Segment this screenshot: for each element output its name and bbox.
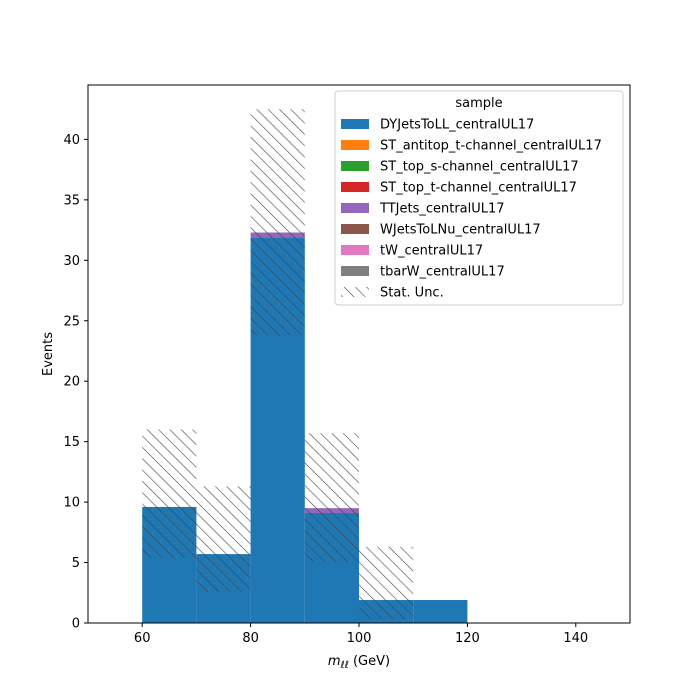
unc-band-bin3 — [304, 433, 359, 563]
y-tick-label: 10 — [63, 496, 80, 511]
legend-label: ST_antitop_t-channel_centralUL17 — [380, 139, 602, 154]
legend-swatch — [341, 224, 369, 234]
legend-label: TTJets_centralUL17 — [379, 202, 505, 217]
legend-swatch — [341, 287, 369, 297]
y-tick-label: 35 — [63, 193, 80, 208]
legend-label: Stat. Unc. — [380, 286, 444, 301]
x-tick-label: 80 — [242, 631, 259, 646]
legend-label: ST_top_t-channel_centralUL17 — [380, 181, 577, 196]
legend: sample DYJetsToLL_centralUL17 ST_antitop_… — [334, 90, 624, 306]
legend-swatch — [341, 182, 369, 192]
y-tick-label: 20 — [63, 375, 80, 390]
unc-band-bin1 — [196, 486, 251, 592]
legend-label: tbarW_centralUL17 — [380, 265, 505, 280]
legend-swatch — [341, 245, 369, 255]
unc-band-bin0 — [142, 429, 197, 558]
x-axis-label-var: m — [328, 654, 341, 669]
x-tick-label: 100 — [347, 631, 372, 646]
y-tick-label: 5 — [72, 556, 80, 571]
y-tick-label: 0 — [72, 617, 80, 632]
x-axis-label-unit: (GeV) — [349, 654, 390, 669]
legend-swatch — [341, 161, 369, 171]
legend-label: ST_top_s-channel_centralUL17 — [380, 160, 579, 175]
y-tick-label: 40 — [63, 133, 80, 148]
legend-swatch — [341, 266, 369, 276]
ticks-layer: 60 80 100 120 140 0 5 10 15 20 25 30 35 40 — [63, 133, 588, 646]
x-tick-label: 140 — [563, 631, 588, 646]
y-tick-label: 25 — [63, 314, 80, 329]
legend-swatch — [341, 203, 369, 213]
x-tick-label: 120 — [455, 631, 480, 646]
legend-box — [334, 90, 624, 306]
x-axis-label-sub: ℓℓ — [341, 660, 349, 671]
legend-swatch — [341, 140, 369, 150]
y-tick-label: 30 — [63, 254, 80, 269]
x-axis-label: mℓℓ (GeV) — [328, 654, 390, 671]
uncertainty-layer — [142, 109, 414, 620]
unc-band-bin2 — [250, 109, 305, 336]
y-axis-label: Events — [41, 332, 56, 376]
legend-items: DYJetsToLL_centralUL17 ST_antitop_t-chann… — [341, 118, 602, 301]
legend-label: WJetsToLNu_centralUL17 — [380, 223, 541, 238]
legend-label: DYJetsToLL_centralUL17 — [380, 118, 534, 133]
legend-label: tW_centralUL17 — [380, 244, 483, 259]
x-tick-label: 60 — [134, 631, 151, 646]
y-tick-label: 15 — [63, 435, 80, 450]
legend-title: sample — [455, 96, 502, 111]
legend-swatch — [341, 119, 369, 129]
bar-series0-bin5 — [413, 600, 468, 623]
unc-band-bin4 — [359, 546, 414, 620]
